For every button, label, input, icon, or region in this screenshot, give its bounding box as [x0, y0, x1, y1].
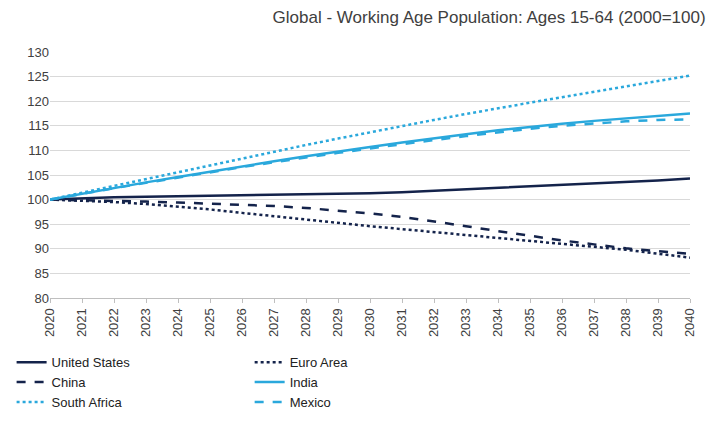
- svg-text:Mexico: Mexico: [290, 395, 331, 410]
- svg-text:105: 105: [27, 168, 49, 183]
- svg-text:2031: 2031: [394, 308, 409, 337]
- svg-text:2027: 2027: [266, 308, 281, 337]
- svg-text:2020: 2020: [42, 308, 57, 337]
- svg-text:2023: 2023: [138, 308, 153, 337]
- svg-text:China: China: [52, 375, 87, 390]
- svg-text:95: 95: [35, 217, 49, 232]
- svg-text:2032: 2032: [426, 308, 441, 337]
- svg-text:2034: 2034: [490, 308, 505, 337]
- svg-text:85: 85: [35, 266, 49, 281]
- svg-text:2037: 2037: [586, 308, 601, 337]
- svg-text:2024: 2024: [170, 308, 185, 337]
- svg-text:2040: 2040: [682, 308, 697, 337]
- svg-text:2038: 2038: [618, 308, 633, 337]
- svg-text:2033: 2033: [458, 308, 473, 337]
- svg-text:120: 120: [27, 94, 49, 109]
- svg-text:115: 115: [28, 118, 49, 133]
- svg-text:Euro Area: Euro Area: [290, 355, 349, 370]
- svg-text:80: 80: [35, 291, 49, 306]
- svg-text:United States: United States: [52, 355, 131, 370]
- svg-text:2022: 2022: [106, 308, 121, 337]
- svg-text:2021: 2021: [74, 308, 89, 337]
- svg-text:2030: 2030: [362, 308, 377, 337]
- svg-text:2035: 2035: [522, 308, 537, 337]
- svg-text:Global - Working Age Populatio: Global - Working Age Population: Ages 15…: [273, 8, 706, 27]
- svg-text:India: India: [290, 375, 319, 390]
- svg-text:2025: 2025: [202, 308, 217, 337]
- svg-text:South Africa: South Africa: [52, 395, 123, 410]
- svg-text:130: 130: [27, 45, 49, 60]
- svg-text:2029: 2029: [330, 308, 345, 337]
- svg-text:90: 90: [35, 241, 49, 256]
- svg-text:2036: 2036: [554, 308, 569, 337]
- svg-text:2026: 2026: [234, 308, 249, 337]
- svg-text:2039: 2039: [650, 308, 665, 337]
- svg-text:100: 100: [27, 192, 49, 207]
- svg-text:110: 110: [28, 143, 49, 158]
- svg-text:2028: 2028: [298, 308, 313, 337]
- svg-text:125: 125: [27, 69, 49, 84]
